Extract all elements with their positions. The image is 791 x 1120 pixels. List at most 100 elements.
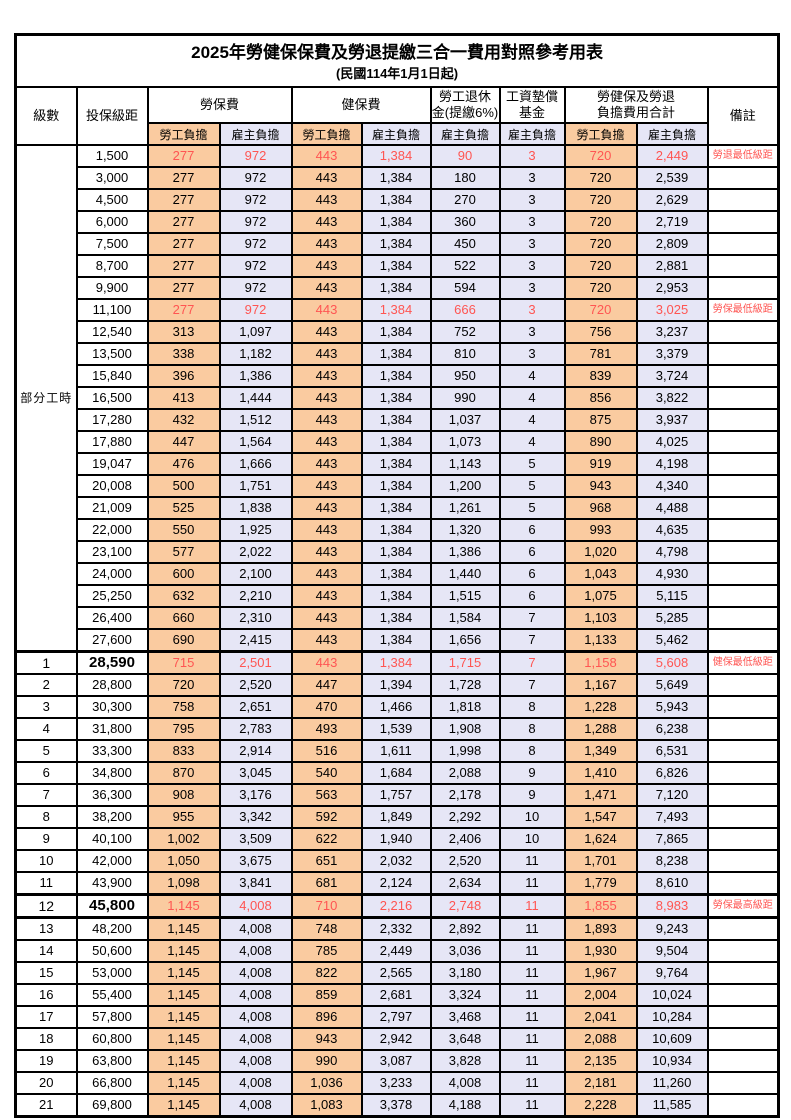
cell-pension-employer: 180 xyxy=(429,166,501,190)
level-cell: 4 xyxy=(14,717,78,741)
remark-cell: 勞保最高級距 xyxy=(706,893,780,919)
cell-total-worker: 720 xyxy=(563,232,638,256)
table-row: 10 42,000 1,050 3,675 651 2,032 2,520 11 1,701 8,… xyxy=(14,849,780,873)
cell-total-employer: 5,115 xyxy=(635,584,709,608)
cell-pension-employer: 666 xyxy=(429,298,501,322)
cell-total-worker: 856 xyxy=(563,386,638,410)
remark-cell xyxy=(706,584,780,608)
remark-cell xyxy=(706,540,780,564)
cell-health-employer: 1,611 xyxy=(360,739,432,763)
cell-wagefund-employer: 11 xyxy=(498,893,566,919)
remark-cell xyxy=(706,408,780,432)
cell-total-employer: 10,284 xyxy=(635,1005,709,1029)
cell-wagefund-employer: 5 xyxy=(498,452,566,476)
cell-health-employer: 1,384 xyxy=(360,188,432,212)
cell-health-employer: 1,394 xyxy=(360,673,432,697)
cell-labor-employer: 972 xyxy=(218,298,293,322)
cell-health-worker: 516 xyxy=(290,739,363,763)
table-row: 7 36,300 908 3,176 563 1,757 2,178 9 1,471 7,120 xyxy=(14,783,780,807)
cell-total-worker: 1,075 xyxy=(563,584,638,608)
cell-health-employer: 1,384 xyxy=(360,452,432,476)
bracket-cell: 27,600 xyxy=(75,628,149,653)
cell-health-worker: 785 xyxy=(290,939,363,963)
cell-total-worker: 1,043 xyxy=(563,562,638,586)
cell-labor-employer: 3,045 xyxy=(218,761,293,785)
cell-wagefund-employer: 11 xyxy=(498,1071,566,1095)
cell-health-worker: 443 xyxy=(290,584,363,608)
cell-labor-employer: 4,008 xyxy=(218,1093,293,1118)
cell-health-worker: 443 xyxy=(290,320,363,344)
level-cell: 3 xyxy=(14,695,78,719)
remark-cell xyxy=(706,673,780,697)
cell-health-employer: 2,332 xyxy=(360,916,432,941)
cell-pension-employer: 450 xyxy=(429,232,501,256)
cell-total-employer: 10,024 xyxy=(635,983,709,1007)
cell-total-employer: 11,260 xyxy=(635,1071,709,1095)
cell-wagefund-employer: 10 xyxy=(498,827,566,851)
header-sub-health-employer: 雇主負擔 xyxy=(360,122,432,146)
cell-total-employer: 4,635 xyxy=(635,518,709,542)
cell-total-worker: 1,349 xyxy=(563,739,638,763)
cell-total-employer: 2,809 xyxy=(635,232,709,256)
cell-health-employer: 3,378 xyxy=(360,1093,432,1118)
cell-pension-employer: 990 xyxy=(429,386,501,410)
remark-cell xyxy=(706,166,780,190)
bracket-cell: 1,500 xyxy=(75,144,149,168)
header-labor-group: 勞保費 xyxy=(146,86,293,124)
cell-pension-employer: 2,634 xyxy=(429,871,501,896)
level-cell: 20 xyxy=(14,1071,78,1095)
cell-pension-employer: 1,515 xyxy=(429,584,501,608)
table-row: 4,500 277 972 443 1,384 270 3 720 2,629 xyxy=(16,188,780,212)
table-row: 20,008 500 1,751 443 1,384 1,200 5 943 4,340 xyxy=(16,474,780,498)
cell-wagefund-employer: 3 xyxy=(498,166,566,190)
level-cell: 7 xyxy=(14,783,78,807)
cell-total-worker: 1,158 xyxy=(563,650,638,675)
bracket-cell: 50,600 xyxy=(75,939,149,963)
cell-total-worker: 968 xyxy=(563,496,638,520)
cell-total-employer: 2,881 xyxy=(635,254,709,278)
cell-health-employer: 1,384 xyxy=(360,276,432,300)
remark-cell xyxy=(706,1005,780,1029)
cell-labor-worker: 476 xyxy=(146,452,221,476)
cell-health-employer: 2,032 xyxy=(360,849,432,873)
table-row: 6,000 277 972 443 1,384 360 3 720 2,719 xyxy=(16,210,780,234)
remark-cell xyxy=(706,276,780,300)
header-sub-labor-worker: 勞工負擔 xyxy=(146,122,221,146)
remark-cell xyxy=(706,496,780,520)
remark-cell xyxy=(706,1093,780,1118)
cell-wagefund-employer: 4 xyxy=(498,364,566,388)
remark-cell xyxy=(706,1027,780,1051)
cell-total-employer: 8,610 xyxy=(635,871,709,896)
cell-health-employer: 1,384 xyxy=(360,386,432,410)
remark-cell xyxy=(706,761,780,785)
cell-health-worker: 443 xyxy=(290,496,363,520)
bracket-cell: 17,880 xyxy=(75,430,149,454)
cell-labor-employer: 4,008 xyxy=(218,916,293,941)
cell-pension-employer: 4,008 xyxy=(429,1071,501,1095)
cell-total-worker: 1,930 xyxy=(563,939,638,963)
cell-total-worker: 1,103 xyxy=(563,606,638,630)
cell-health-worker: 443 xyxy=(290,628,363,653)
cell-wagefund-employer: 3 xyxy=(498,254,566,278)
cell-labor-worker: 1,050 xyxy=(146,849,221,873)
cell-total-worker: 2,004 xyxy=(563,983,638,1007)
cell-health-worker: 896 xyxy=(290,1005,363,1029)
cell-health-worker: 443 xyxy=(290,298,363,322)
cell-health-employer: 2,124 xyxy=(360,871,432,896)
cell-health-employer: 2,216 xyxy=(360,893,432,919)
cell-wagefund-employer: 7 xyxy=(498,628,566,653)
cell-total-employer: 2,719 xyxy=(635,210,709,234)
cell-total-worker: 1,624 xyxy=(563,827,638,851)
cell-total-worker: 2,041 xyxy=(563,1005,638,1029)
table-row: 7,500 277 972 443 1,384 450 3 720 2,809 xyxy=(16,232,780,256)
table-row: 15 53,000 1,145 4,008 822 2,565 3,180 11 1,967 9,… xyxy=(14,961,780,985)
cell-health-employer: 1,384 xyxy=(360,342,432,366)
cell-labor-worker: 277 xyxy=(146,254,221,278)
cell-wagefund-employer: 11 xyxy=(498,1005,566,1029)
bracket-cell: 30,300 xyxy=(75,695,149,719)
cell-health-worker: 443 xyxy=(290,342,363,366)
level-cell: 14 xyxy=(14,939,78,963)
cell-total-employer: 9,243 xyxy=(635,916,709,941)
table-row: 21,009 525 1,838 443 1,384 1,261 5 968 4,488 xyxy=(16,496,780,520)
